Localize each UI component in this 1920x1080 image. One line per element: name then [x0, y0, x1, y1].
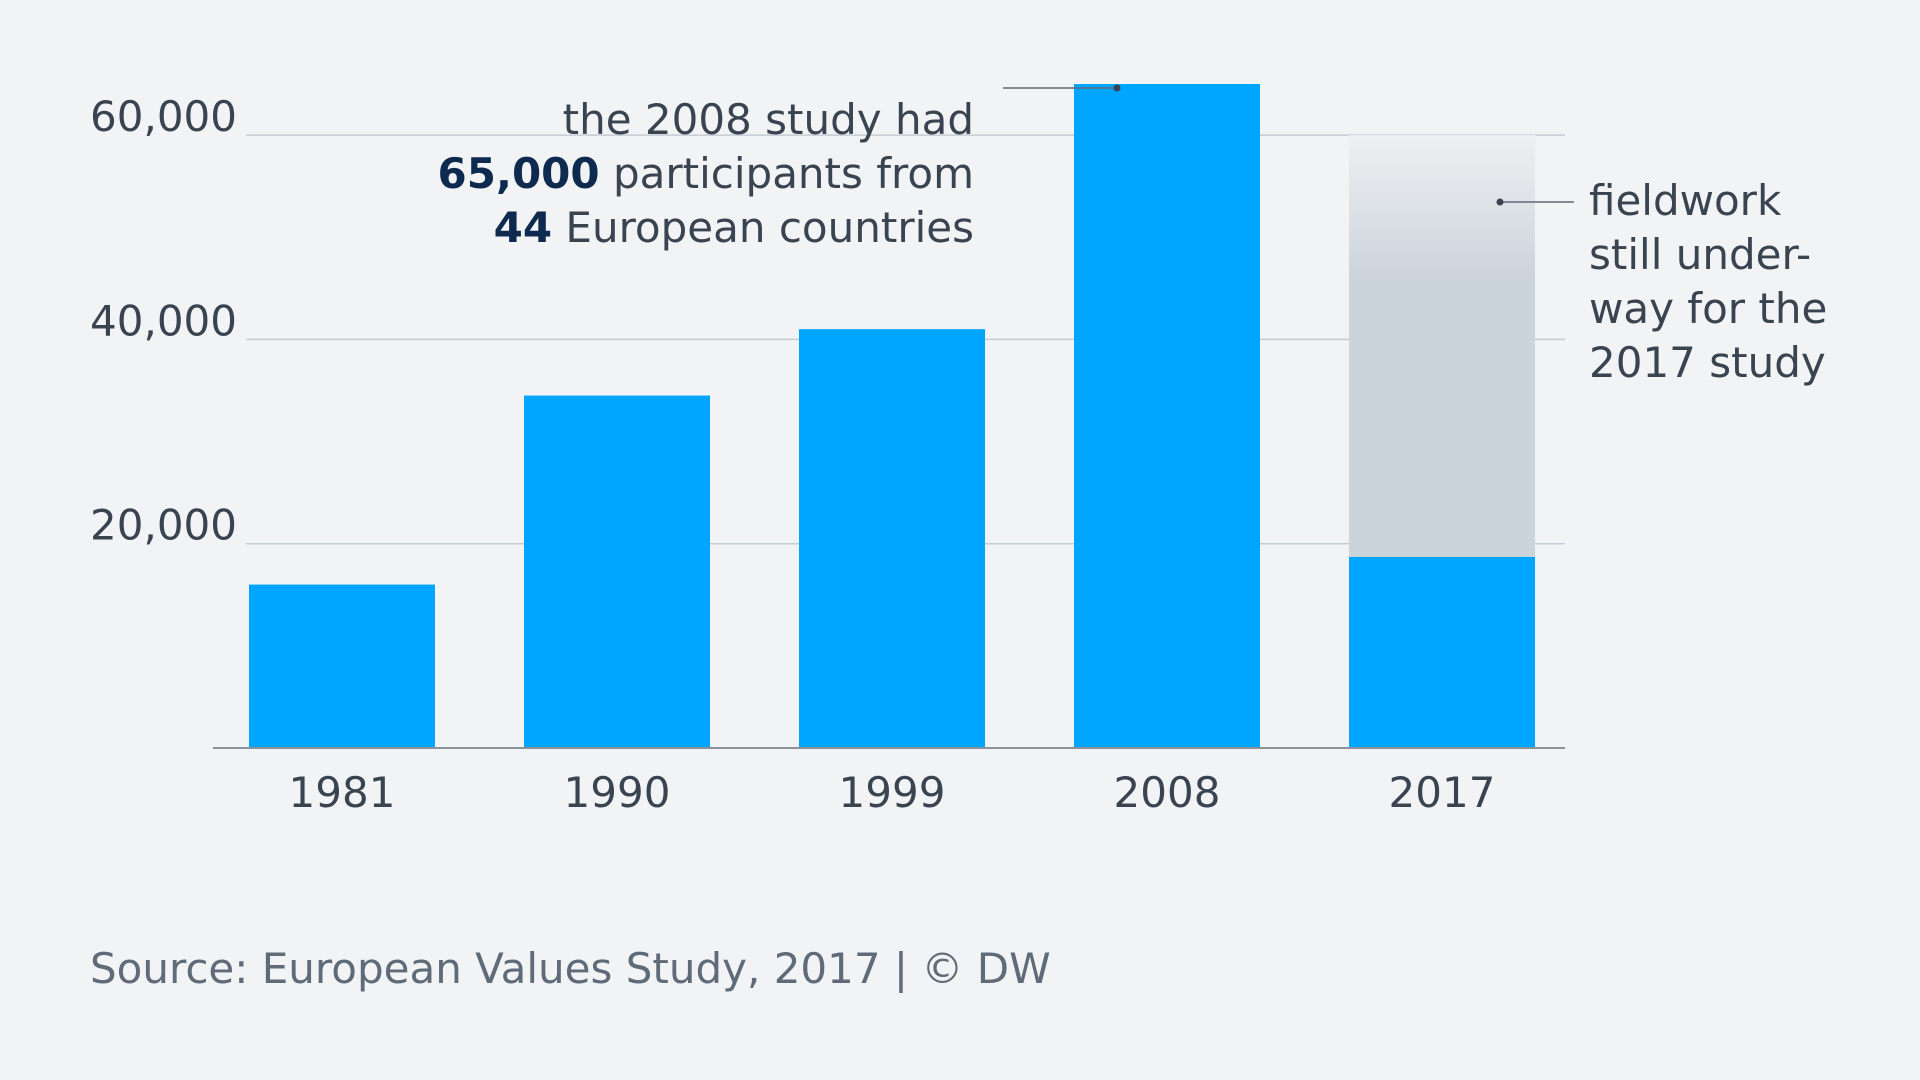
y-tick-label: 40,000	[90, 296, 237, 345]
annotation-2017-line1: fieldwork	[1589, 176, 1782, 225]
bar-1990	[524, 395, 710, 748]
projection-layer	[1349, 135, 1535, 557]
countries-count: 44	[493, 203, 553, 252]
bar-2017	[1349, 556, 1535, 748]
leader-dot-2008	[1113, 84, 1121, 92]
x-tick-label-2017: 2017	[1389, 768, 1496, 817]
participants-count: 65,000	[437, 149, 600, 198]
source-note: Source: European Values Study, 2017 | © …	[90, 944, 1051, 993]
annotation-2008-line2: 65,000 participants from	[438, 147, 974, 201]
annotation-2017-line3: way for the	[1589, 284, 1828, 333]
bar-1981	[249, 584, 435, 748]
annotation-leaders	[1003, 84, 1574, 206]
x-tick-label-2008: 2008	[1114, 768, 1221, 817]
x-tick-label-1981: 1981	[289, 768, 396, 817]
x-tick-label-1999: 1999	[839, 768, 946, 817]
bar-1999	[799, 329, 985, 748]
annotation-2008: the 2008 study had 65,000 participants f…	[438, 93, 974, 255]
annotation-2008-line3-text: European countries	[552, 203, 974, 252]
bar-2008	[1074, 84, 1260, 748]
y-axis-tick-labels: 20,000 40,000 60,000	[90, 92, 237, 550]
annotation-2008-line1: the 2008 study had	[562, 95, 974, 144]
annotation-2008-line3: 44 European countries	[438, 201, 974, 255]
annotation-2017-line4: 2017 study	[1589, 338, 1826, 387]
bars	[249, 84, 1535, 748]
x-axis-tick-labels: 1981 1990 1999 2008 2017	[289, 768, 1496, 817]
annotation-2017-line2: still under-	[1589, 230, 1812, 279]
leader-dot-2017	[1496, 198, 1504, 206]
annotation-2017: fieldwork still under- way for the 2017 …	[1589, 174, 1827, 390]
projection-bar-2017	[1349, 135, 1535, 557]
y-tick-label: 60,000	[90, 92, 237, 141]
y-tick-label: 20,000	[90, 501, 237, 550]
annotation-2008-line2-text: participants from	[599, 149, 974, 198]
x-tick-label-1990: 1990	[564, 768, 671, 817]
